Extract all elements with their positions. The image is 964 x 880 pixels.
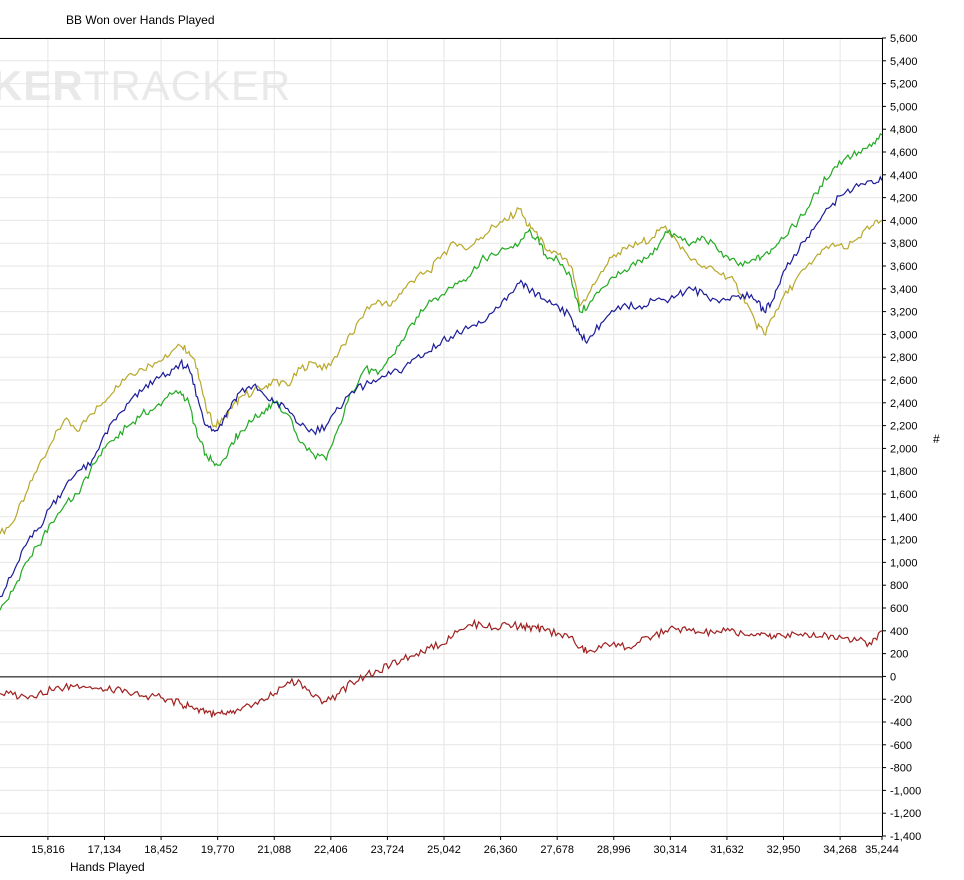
y-tick-label: 3,400 <box>890 284 918 296</box>
x-tick-label: 26,360 <box>484 844 518 856</box>
y-tick-label: 1,400 <box>890 512 918 524</box>
y-tick-label: 200 <box>890 649 908 661</box>
y-tick-label: 3,200 <box>890 307 918 319</box>
x-tick-label: 32,950 <box>767 844 801 856</box>
x-tick-label: 35,244 <box>865 844 899 856</box>
x-tick-label: 23,724 <box>371 844 405 856</box>
chart-title: BB Won over Hands Played <box>66 13 215 27</box>
x-axis-label: Hands Played <box>70 860 145 874</box>
x-tick-label: 28,996 <box>597 844 631 856</box>
y-tick-label: 4,600 <box>890 147 918 159</box>
grid-layer <box>0 37 883 837</box>
series-line-3 <box>0 175 883 598</box>
y-tick-label: 2,400 <box>890 398 918 410</box>
x-tick-label: 27,678 <box>540 844 574 856</box>
y-tick-label: -1,000 <box>890 785 921 797</box>
y-tick-label: 3,600 <box>890 261 918 273</box>
y-tick-label: 5,600 <box>890 33 918 45</box>
x-tick-label: 19,770 <box>201 844 235 856</box>
x-tick-label: 34,268 <box>823 844 857 856</box>
series-line-1 <box>0 207 883 536</box>
y-tick-label: -1,400 <box>890 831 921 843</box>
y-tick-label: 5,000 <box>890 101 918 113</box>
axis-layer: 5,600 5,400 5,200 5,000 4,800 4,600 4,400 4,200… <box>0 33 921 856</box>
watermark-logo: KERTRACKER <box>0 62 291 110</box>
series-layer <box>0 132 883 718</box>
y-tick-label: 1,200 <box>890 535 918 547</box>
y-tick-label: 2,000 <box>890 443 918 455</box>
y-tick-label: 2,600 <box>890 375 918 387</box>
y-tick-label: 4,000 <box>890 215 918 227</box>
y-tick-label: 4,800 <box>890 124 918 136</box>
x-tick-label: 22,406 <box>314 844 348 856</box>
y-tick-label: 800 <box>890 580 908 592</box>
x-tick-label: 17,134 <box>88 844 122 856</box>
x-tick-label: 15,816 <box>31 844 65 856</box>
y-tick-label: 1,600 <box>890 489 918 501</box>
x-tick-label: 30,314 <box>654 844 688 856</box>
x-tick-label: 18,452 <box>144 844 178 856</box>
y-tick-label: 4,400 <box>890 170 918 182</box>
y-tick-label: 1,000 <box>890 557 918 569</box>
y-tick-label: 3,800 <box>890 238 918 250</box>
y-tick-label: 3,000 <box>890 329 918 341</box>
y-tick-label: 1,800 <box>890 466 918 478</box>
y-tick-label: 600 <box>890 603 908 615</box>
watermark-part1: KER <box>0 62 84 109</box>
y-axis-label: # <box>933 432 940 446</box>
y-tick-label: 5,200 <box>890 79 918 91</box>
series-line-4 <box>0 618 883 718</box>
y-tick-label: 400 <box>890 626 908 638</box>
y-tick-label: 2,200 <box>890 421 918 433</box>
y-tick-label: -1,200 <box>890 808 921 820</box>
x-tick-label: 21,088 <box>257 844 291 856</box>
series-line-2 <box>0 132 883 611</box>
y-tick-label: -200 <box>890 694 912 706</box>
y-tick-label: 5,400 <box>890 56 918 68</box>
y-tick-label: 0 <box>890 671 896 683</box>
y-tick-label: -600 <box>890 740 912 752</box>
x-tick-label: 31,632 <box>710 844 744 856</box>
y-tick-label: 4,200 <box>890 193 918 205</box>
x-tick-label: 25,042 <box>427 844 461 856</box>
watermark-part2: TRACKER <box>83 62 292 109</box>
y-tick-label: -400 <box>890 717 912 729</box>
y-tick-label: -800 <box>890 763 912 775</box>
y-tick-label: 2,800 <box>890 352 918 364</box>
